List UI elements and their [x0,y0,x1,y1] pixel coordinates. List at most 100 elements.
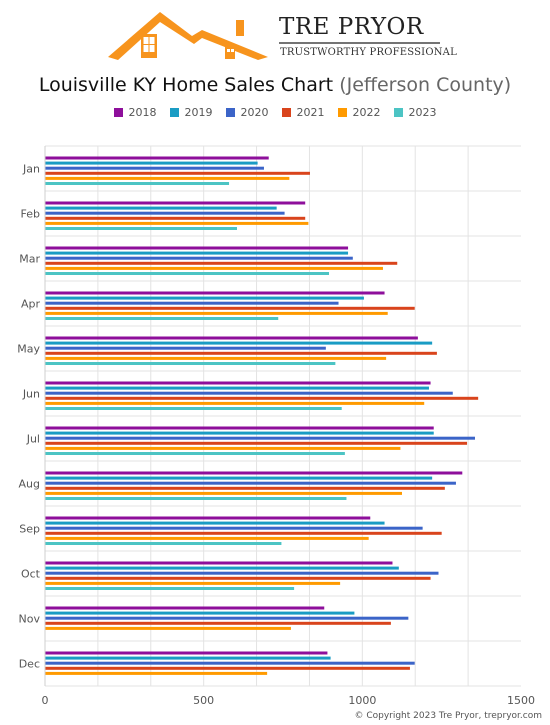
bar-2021-oct [45,576,431,580]
bar-2023-sep [45,542,282,545]
brand-tagline: TRUSTWORTHY PROFESSIONAL [280,47,457,58]
chart-title-suffix: (Jefferson County) [339,74,512,96]
chart-title-main: Louisville KY Home Sales Chart [38,74,334,96]
bar-2021-nov [45,621,391,625]
legend-label: 2018 [128,106,157,119]
bar-2021-jul [45,441,468,445]
bar-2022-jul [45,446,401,450]
bar-2019-aug [45,476,433,480]
bar-2020-apr [45,301,339,305]
legend-swatch [393,108,403,117]
bar-2019-nov [45,611,355,615]
y-tick-label: Dec [19,658,40,671]
bar-2021-apr [45,306,415,310]
bar-2022-nov [45,626,291,630]
legend-item-2020: 2020 [225,106,269,119]
legend-label: 2022 [352,106,381,119]
bar-2022-feb [45,221,309,225]
y-tick-label: Jul [26,433,40,446]
copyright-text: © Copyright 2023 Tre Pryor, trepryor.com [354,711,542,721]
bar-2023-apr [45,317,279,320]
bar-2022-oct [45,581,341,585]
bar-2020-sep [45,526,423,530]
bar-2023-jun [45,407,342,410]
bar-2019-jun [45,386,429,390]
y-tick-label: Aug [19,478,40,491]
bar-2020-dec [45,661,415,665]
legend-label: 2021 [296,106,325,119]
legend-item-2019: 2019 [169,106,213,119]
bar-2021-may [45,351,437,355]
bar-2020-mar [45,256,353,260]
bar-2020-may [45,346,326,350]
bar-2019-feb [45,206,277,210]
bar-2018-mar [45,246,349,250]
bar-2023-aug [45,497,347,500]
x-tick-label: 1500 [507,694,535,707]
bar-2018-dec [45,651,328,655]
logo-icon [108,12,440,60]
bar-2020-oct [45,571,439,575]
bar-2021-jan [45,171,310,175]
bar-2018-jul [45,426,434,430]
bar-2023-jul [45,452,345,455]
bar-2021-jun [45,396,479,400]
bar-2023-may [45,362,336,365]
x-tick-label: 500 [193,694,214,707]
bar-2022-aug [45,491,402,495]
legend-label: 2023 [408,106,437,119]
chart-title: Louisville KY Home Sales Chart (Jefferso… [0,74,550,96]
bar-2018-may [45,336,418,340]
bar-2019-may [45,341,433,345]
legend-item-2021: 2021 [281,106,325,119]
legend-swatch [281,108,291,117]
bar-2022-jan [45,176,290,180]
y-tick-label: Apr [21,298,41,311]
bar-2018-jun [45,381,431,385]
y-tick-label: Oct [21,568,41,581]
bar-2018-nov [45,606,325,610]
bar-2020-jun [45,391,453,395]
bar-2020-aug [45,481,456,485]
bar-2022-sep [45,536,369,540]
bar-2018-apr [45,291,385,295]
y-tick-label: Jun [22,388,40,401]
bar-2022-mar [45,266,383,270]
y-tick-label: Feb [21,208,40,221]
bar-2023-oct [45,587,295,590]
bar-2019-sep [45,521,385,525]
bar-2018-sep [45,516,371,520]
bar-2022-may [45,356,387,360]
y-tick-label: Mar [19,253,40,266]
bar-2023-feb [45,227,237,230]
bar-2018-feb [45,201,306,205]
bar-2018-aug [45,471,463,475]
legend-swatch [337,108,347,117]
bar-2023-mar [45,272,330,275]
legend-item-2022: 2022 [337,106,381,119]
bar-2020-jan [45,166,264,170]
x-tick-label: 1000 [348,694,376,707]
bar-2020-jul [45,436,475,440]
bar-2020-feb [45,211,285,215]
bar-2019-jul [45,431,434,435]
legend-swatch [225,108,235,117]
bar-2021-aug [45,486,445,490]
bar-2021-mar [45,261,398,265]
bar-2022-apr [45,311,388,315]
legend-item-2023: 2023 [393,106,437,119]
bar-2021-feb [45,216,306,220]
chart-legend: 2018 2019 2020 2021 2022 2023 [0,106,550,119]
bar-2018-jan [45,156,269,160]
bar-2022-jun [45,401,425,405]
legend-label: 2019 [184,106,213,119]
y-tick-label: May [17,343,40,356]
bar-2021-sep [45,531,442,535]
bar-2020-nov [45,616,409,620]
bar-2019-mar [45,251,349,255]
legend-item-2018: 2018 [113,106,157,119]
legend-label: 2020 [240,106,269,119]
bar-2019-oct [45,566,399,570]
bar-2019-apr [45,296,364,300]
